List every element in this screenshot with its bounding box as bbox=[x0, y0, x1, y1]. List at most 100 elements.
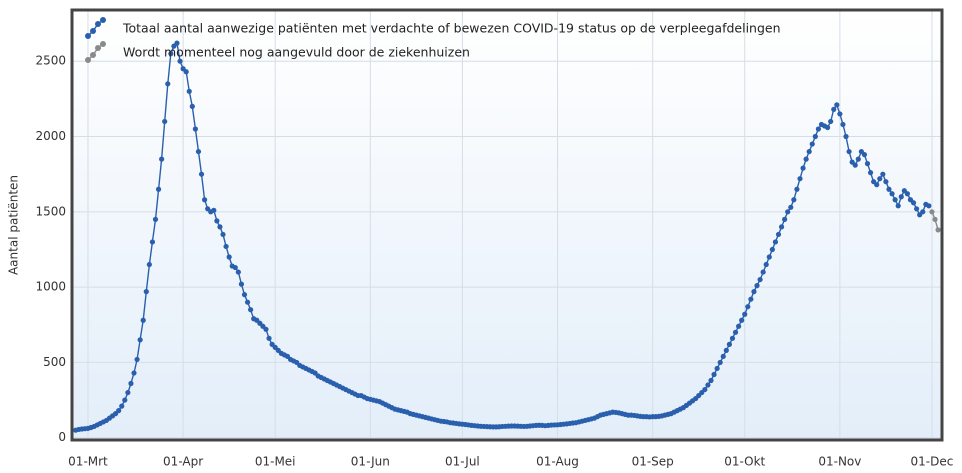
data-point bbox=[201, 197, 208, 203]
data-point bbox=[852, 162, 858, 168]
data-point bbox=[864, 161, 871, 167]
data-point bbox=[760, 269, 766, 275]
data-point bbox=[192, 126, 198, 132]
data-point bbox=[794, 186, 800, 192]
data-point bbox=[717, 359, 723, 366]
data-point bbox=[739, 317, 745, 323]
x-tick-label: 01-Okt bbox=[724, 455, 765, 469]
data-point bbox=[128, 380, 134, 387]
data-point bbox=[152, 216, 159, 222]
data-point bbox=[748, 296, 754, 302]
data-point bbox=[778, 224, 785, 230]
data-point bbox=[929, 209, 935, 215]
y-tick-label: 500 bbox=[43, 355, 66, 369]
data-point bbox=[140, 317, 146, 323]
data-point bbox=[920, 209, 926, 215]
data-point bbox=[855, 156, 861, 162]
data-point bbox=[217, 224, 223, 230]
data-point bbox=[189, 103, 195, 109]
data-point bbox=[116, 408, 122, 414]
data-point bbox=[198, 171, 205, 177]
data-point bbox=[892, 197, 898, 203]
data-point bbox=[711, 371, 717, 378]
data-point bbox=[809, 141, 815, 147]
x-tick-label: 01-Mrt bbox=[68, 455, 108, 469]
data-point bbox=[745, 304, 751, 310]
legend-swatch bbox=[87, 43, 104, 61]
data-point bbox=[736, 323, 742, 329]
legend: Totaal aantal aanwezige patiënten met ve… bbox=[85, 17, 781, 63]
data-point bbox=[791, 197, 797, 203]
data-point bbox=[131, 370, 137, 376]
x-tick-label: 01-Sep bbox=[632, 455, 674, 469]
data-point bbox=[742, 311, 748, 317]
plot-frame bbox=[70, 8, 944, 442]
data-point bbox=[244, 299, 251, 305]
data-point bbox=[177, 58, 183, 64]
y-tick-label: 2500 bbox=[35, 54, 66, 68]
data-point bbox=[155, 186, 162, 192]
data-point bbox=[883, 179, 889, 185]
marks bbox=[73, 40, 941, 433]
data-point bbox=[720, 353, 726, 360]
data-point bbox=[729, 335, 736, 341]
data-point bbox=[788, 204, 794, 210]
legend-item: Wordt momenteel nog aangevuld door de zi… bbox=[85, 41, 470, 63]
data-point bbox=[815, 126, 821, 132]
ticks: 0 500 1000 1500 2000 2500 01-Mrt 01-Apr 01-Mei 01… bbox=[35, 54, 953, 469]
data-point bbox=[159, 156, 165, 162]
legend-label: Wordt momenteel nog aangevuld door de zi… bbox=[123, 45, 470, 60]
data-point bbox=[195, 148, 202, 155]
x-tick-label: 01-Nov bbox=[818, 455, 861, 469]
data-point bbox=[803, 156, 809, 162]
data-point bbox=[843, 133, 849, 140]
data-point bbox=[825, 124, 831, 131]
data-point bbox=[904, 191, 910, 197]
data-point bbox=[880, 171, 886, 177]
data-point bbox=[119, 403, 125, 409]
data-point bbox=[726, 341, 732, 347]
data-point bbox=[910, 200, 917, 206]
y-tick-label: 1500 bbox=[35, 204, 66, 218]
data-point bbox=[775, 231, 782, 238]
data-point bbox=[143, 289, 149, 295]
data-point bbox=[772, 239, 779, 245]
data-point bbox=[785, 209, 791, 215]
data-point bbox=[235, 269, 241, 275]
data-point bbox=[241, 292, 248, 298]
data-point bbox=[846, 148, 852, 155]
data-point bbox=[266, 335, 272, 341]
data-point bbox=[125, 389, 131, 396]
data-point bbox=[837, 111, 843, 117]
y-tick-label: 2000 bbox=[35, 129, 66, 143]
data-point bbox=[702, 386, 708, 393]
data-point bbox=[926, 203, 932, 209]
data-point bbox=[812, 133, 818, 140]
data-point bbox=[766, 254, 772, 260]
x-tick-label: 01-Aug bbox=[536, 455, 579, 469]
data-point bbox=[220, 231, 226, 238]
data-point bbox=[174, 40, 180, 46]
data-point bbox=[714, 365, 720, 372]
data-point bbox=[708, 377, 714, 384]
data-point bbox=[149, 239, 156, 245]
data-point bbox=[162, 118, 168, 125]
data-point bbox=[932, 216, 938, 222]
data-point bbox=[186, 88, 192, 94]
data-point bbox=[782, 216, 788, 222]
data-point bbox=[800, 165, 806, 171]
data-point bbox=[763, 261, 769, 268]
data-point bbox=[806, 148, 812, 155]
data-point bbox=[757, 276, 763, 283]
x-tick-label: 01-Jul bbox=[445, 455, 480, 469]
legend-swatch bbox=[87, 19, 104, 37]
x-tick-label: 01-Jun bbox=[351, 455, 390, 469]
data-point bbox=[886, 186, 892, 192]
legend-item: Totaal aantal aanwezige patiënten met ve… bbox=[85, 17, 781, 39]
data-point bbox=[165, 81, 171, 87]
data-point bbox=[861, 151, 868, 158]
data-point bbox=[223, 243, 229, 250]
data-point bbox=[122, 397, 128, 403]
data-point bbox=[797, 176, 803, 182]
x-tick-label: 01-Dec bbox=[911, 455, 954, 469]
